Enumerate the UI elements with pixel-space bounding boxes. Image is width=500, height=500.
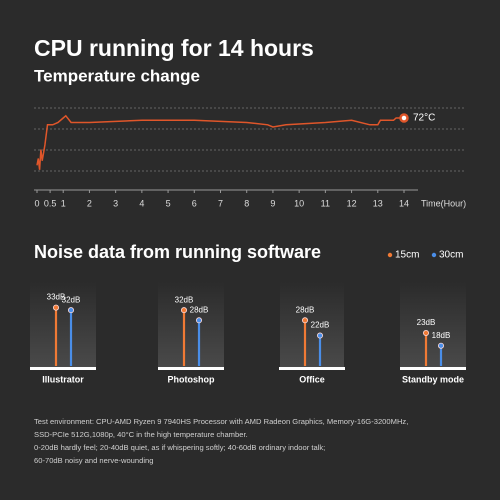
panel [280, 282, 344, 368]
x-axis-label: Time(Hour) [421, 198, 466, 208]
x-tick-label: 5 [166, 198, 171, 208]
annotation: 72°C [413, 113, 435, 124]
stem-dot [301, 317, 308, 324]
category-label: Photoshop [168, 374, 215, 384]
legend-dot [387, 252, 393, 258]
value-label: 18dB [432, 331, 451, 340]
x-tick-label: 14 [399, 198, 409, 208]
x-tick-label: 10 [294, 198, 304, 208]
title: CPU running for 14 hours [34, 35, 314, 61]
x-tick-label: 2 [87, 198, 92, 208]
subtitle: Temperature change [34, 66, 200, 85]
category-label: Standby mode [402, 374, 464, 384]
value-label: 32dB [175, 295, 194, 304]
baseline-bar [30, 367, 96, 370]
footnote-line: 60-70dB noisy and nerve-wounding [34, 456, 153, 465]
noise-title: Noise data from running software [34, 242, 321, 262]
x-tick-label: 4 [139, 198, 144, 208]
baseline-bar [279, 367, 345, 370]
end-marker [399, 113, 409, 123]
stem-dot [195, 317, 202, 324]
x-tick-label: 0.5 [44, 198, 57, 208]
temperature-line [36, 114, 404, 170]
legend-label: 15cm [395, 250, 419, 261]
value-label: 28dB [190, 305, 209, 314]
stem-dot [437, 342, 444, 349]
value-label: 28dB [296, 305, 315, 314]
x-tick-label: 1 [61, 198, 66, 208]
panel [30, 282, 96, 368]
x-tick-label: 9 [270, 198, 275, 208]
legend-dot [431, 252, 437, 258]
x-tick-label: 12 [347, 198, 357, 208]
footnote-line: 0-20dB hardly feel; 20-40dB quiet, as if… [34, 443, 325, 452]
stem-dot [316, 332, 323, 339]
panel [158, 282, 224, 368]
stem-dot [422, 329, 429, 336]
stem-dot [53, 304, 60, 311]
x-tick-label: 7 [218, 198, 223, 208]
category-label: Office [299, 374, 325, 384]
footnote-line: SSD-PCIe 512G,1080p, 40°C in the high te… [34, 430, 248, 439]
stem-dot [68, 307, 75, 314]
value-label: 22dB [311, 321, 330, 330]
value-label: 32dB [62, 295, 81, 304]
stem-dot [180, 307, 187, 314]
value-label: 33dB [47, 293, 66, 302]
category-label: Illustrator [42, 374, 84, 384]
footnote-line: Test environment: CPU-AMD Ryzen 9 7940HS… [34, 417, 408, 426]
x-tick-label: 8 [244, 198, 249, 208]
x-tick-label: 0 [34, 198, 39, 208]
baseline-bar [400, 367, 466, 370]
x-tick-label: 13 [373, 198, 383, 208]
x-tick-label: 11 [321, 198, 330, 208]
panel [400, 282, 466, 368]
x-tick-label: 6 [192, 198, 197, 208]
baseline-bar [158, 367, 224, 370]
x-tick-label: 3 [113, 198, 118, 208]
value-label: 23dB [417, 318, 436, 327]
panels [30, 282, 466, 368]
legend-label: 30cm [439, 250, 463, 261]
